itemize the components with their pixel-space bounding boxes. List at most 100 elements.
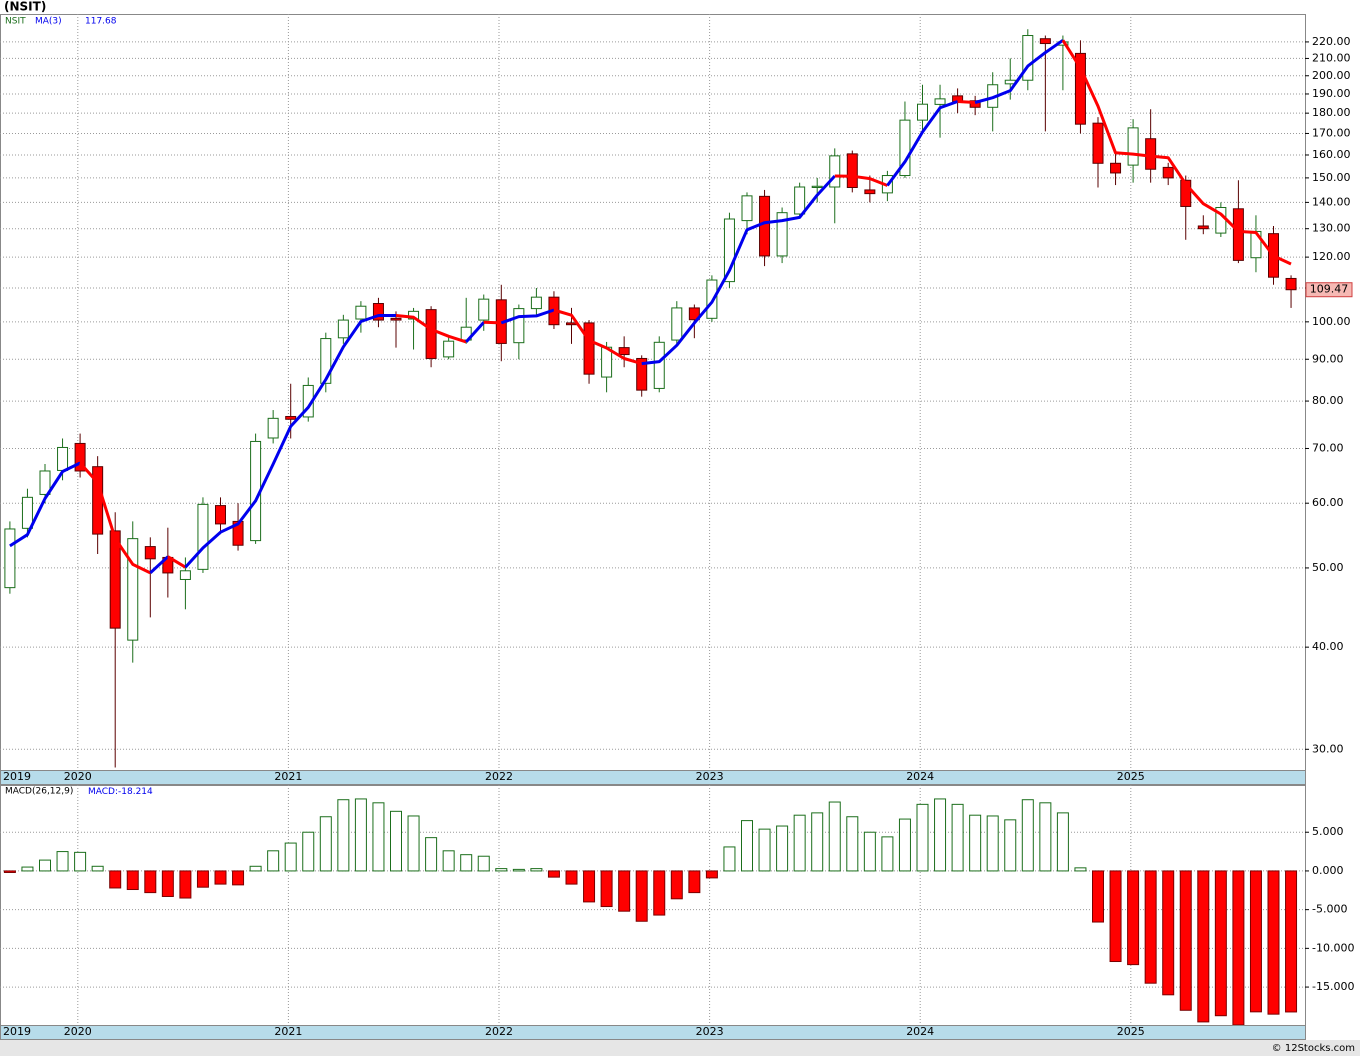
y-tick-label: -15.000 (1312, 980, 1354, 993)
macd-bar (390, 810, 402, 872)
candle-body (57, 446, 69, 471)
ma-line (9, 461, 81, 548)
price-plot (0, 14, 1305, 770)
macd-bar (1144, 870, 1157, 984)
macd-bar (337, 799, 350, 872)
legend-ma-value: 117.68 (85, 17, 117, 27)
macd-bar (1214, 870, 1227, 1017)
macd-bar (249, 865, 262, 872)
macd-bar (793, 814, 806, 872)
candle-body (1092, 122, 1104, 164)
last-price-box (1305, 282, 1353, 298)
macd-bar (1021, 799, 1034, 872)
candle-body (372, 303, 384, 321)
macd-plot (0, 785, 1305, 1025)
macd-bar (477, 855, 490, 872)
x-tick-label: 2020 (64, 1025, 92, 1038)
candle-body (846, 153, 858, 188)
macd-bar (863, 831, 876, 872)
macd-bar (1092, 870, 1104, 923)
macd-bar (828, 801, 841, 872)
candle-body (285, 415, 297, 420)
last-price: 109.47 (1310, 283, 1349, 296)
macd-bar (302, 831, 315, 872)
macd-bar (688, 870, 701, 894)
y-tick-label: 200.00 (1312, 69, 1351, 82)
candle-body (566, 322, 577, 326)
x-tick-label: 2022 (485, 1025, 513, 1038)
macd-bar (846, 816, 859, 872)
macd-bar (1056, 812, 1069, 872)
y-tick-label: 210.00 (1312, 51, 1351, 64)
candle-body (197, 503, 209, 570)
y-tick-label: 160.00 (1312, 148, 1351, 161)
y-tick-label: 30.00 (1312, 742, 1344, 755)
y-tick-label: 0.000 (1312, 864, 1344, 877)
macd-bar (74, 851, 87, 872)
candle-body (969, 100, 981, 108)
y-tick-label: 100.00 (1312, 315, 1351, 328)
macd-bar (512, 868, 525, 872)
candle-body (1145, 138, 1157, 170)
macd-bar (425, 837, 438, 872)
macd-bar (530, 868, 543, 872)
y-tick-label: 70.00 (1312, 441, 1344, 454)
macd-bar (600, 870, 613, 908)
macd-bar (583, 870, 596, 903)
date-band (0, 1025, 1306, 1040)
macd-bar (1109, 870, 1122, 963)
y-tick-label: 170.00 (1312, 126, 1351, 139)
macd-bar (898, 818, 911, 872)
candle-body (1162, 166, 1174, 179)
macd-bar (1232, 870, 1245, 1025)
candle-body (741, 195, 753, 222)
y-tick-label: 60.00 (1312, 496, 1344, 509)
y-tick-label: 120.00 (1312, 250, 1351, 263)
candle-body (530, 296, 542, 310)
y-tick-label: 50.00 (1312, 561, 1344, 574)
candle-body (794, 186, 806, 215)
candle-body (355, 305, 367, 320)
ma-line (500, 308, 555, 325)
macd-bar (39, 859, 51, 872)
footer-bar (0, 1040, 1360, 1056)
y-tick-label: 80.00 (1312, 394, 1344, 407)
candle-body (232, 520, 244, 546)
macd-bar (495, 868, 508, 872)
ma-line (886, 100, 959, 187)
macd-bar (267, 850, 280, 872)
candle-body (1197, 225, 1209, 230)
candle-body (4, 528, 16, 589)
macd-bar (442, 850, 455, 872)
y-tick-label: 190.00 (1312, 87, 1351, 100)
y-tick-label: -10.000 (1312, 941, 1354, 954)
chart-title: (NSIT) (4, 0, 46, 14)
candle-body (513, 308, 525, 344)
x-tick-label: 2025 (1117, 770, 1145, 783)
candle-body (127, 538, 139, 641)
macd-bar (653, 870, 666, 916)
macd-bar (460, 854, 473, 872)
macd-bar (916, 803, 929, 872)
y-tick-label: 180.00 (1312, 106, 1351, 119)
ma-line (553, 308, 643, 366)
macd-bar (811, 812, 824, 872)
macd-bar (3, 870, 16, 873)
candle-body (864, 189, 876, 195)
x-tick-label: 2021 (274, 770, 302, 783)
macd-bar (232, 870, 245, 886)
candle-body (653, 341, 665, 389)
candle-body (636, 357, 648, 391)
symbol-label: NSIT (5, 17, 26, 27)
candle-body (688, 307, 700, 321)
candle-body (671, 307, 683, 341)
macd-value-label: MACD:-18.214 (88, 787, 153, 797)
candle-body (1232, 208, 1244, 261)
x-tick-label: 2019 (3, 1025, 31, 1038)
macd-bar (179, 870, 192, 899)
x-tick-label: 2019 (3, 770, 31, 783)
macd-bar (1249, 870, 1262, 1013)
ma-line (465, 321, 485, 343)
macd-bar (951, 803, 964, 872)
y-tick-label: 220.00 (1312, 35, 1351, 48)
